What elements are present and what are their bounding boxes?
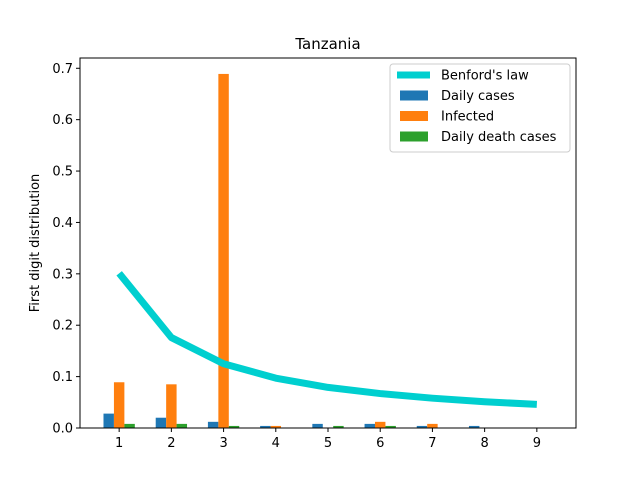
legend-frame	[389, 63, 571, 153]
bar-daily-cases-1	[103, 413, 114, 428]
bar-daily-death-cases-1	[124, 423, 135, 428]
x-tick-label-7: 7	[428, 436, 436, 451]
x-tick-label-6: 6	[376, 436, 384, 451]
y-tick-label-0.3: 0.3	[52, 267, 73, 282]
y-tick-label-0.6: 0.6	[52, 113, 73, 128]
y-tick-label-0.5: 0.5	[52, 165, 73, 180]
x-axis-ticks: 1 2 3 4 5 6 7 8 9	[115, 428, 541, 451]
bar-daily-death-cases-6	[385, 425, 396, 428]
legend-swatch-daily-cases	[400, 90, 428, 101]
bar-daily-cases-3	[207, 421, 219, 428]
y-axis-title: First digit distribution	[28, 174, 43, 313]
bar-daily-cases-7	[416, 425, 428, 428]
bar-daily-cases-5	[312, 423, 323, 428]
x-tick-label-5: 5	[324, 436, 332, 451]
legend-swatch-daily-death-cases	[400, 131, 428, 142]
x-tick-label-2: 2	[167, 436, 175, 451]
x-tick-label-3: 3	[219, 436, 227, 451]
bar-daily-death-cases-3	[228, 425, 240, 428]
chart-title: Tanzania	[294, 35, 360, 53]
y-axis-ticks: 0.0 0.1 0.2 0.3 0.4 0.5 0.6 0.7	[52, 62, 80, 437]
bar-infected-1	[113, 382, 125, 428]
bar-daily-death-cases-2	[176, 423, 188, 428]
y-tick-label-0.1: 0.1	[52, 370, 73, 385]
legend-label-benford-s-law: Benford's law	[441, 69, 529, 84]
bar-daily-cases-8	[468, 425, 480, 428]
x-tick-label-8: 8	[480, 436, 488, 451]
bar-infected-3	[218, 73, 229, 429]
x-tick-label-1: 1	[115, 436, 123, 451]
bar-daily-cases-2	[155, 417, 167, 428]
bars-group	[103, 73, 480, 429]
legend: Benford's law Daily cases Infected Daily de…	[389, 63, 571, 153]
benfords-law-line	[116, 271, 538, 408]
legend-swatch-infected	[400, 111, 428, 121]
y-tick-label-0.7: 0.7	[52, 62, 73, 77]
x-tick-label-9: 9	[533, 436, 541, 451]
bar-daily-death-cases-5	[333, 425, 344, 428]
bar-daily-cases-6	[364, 423, 375, 428]
bar-infected-4	[270, 425, 282, 428]
x-tick-label-4: 4	[272, 436, 280, 451]
legend-label-daily-death-cases: Daily death cases	[441, 130, 557, 145]
line-group	[116, 271, 538, 408]
bar-infected-7	[427, 423, 438, 428]
legend-label-daily-cases: Daily cases	[441, 89, 515, 104]
y-tick-label-0.4: 0.4	[52, 216, 73, 231]
y-tick-label-0.2: 0.2	[52, 319, 73, 334]
bar-daily-cases-4	[260, 425, 271, 428]
legend-label-infected: Infected	[441, 110, 494, 125]
y-tick-label-0.0: 0.0	[52, 422, 73, 437]
bar-infected-2	[166, 384, 177, 428]
bar-infected-6	[374, 421, 386, 428]
